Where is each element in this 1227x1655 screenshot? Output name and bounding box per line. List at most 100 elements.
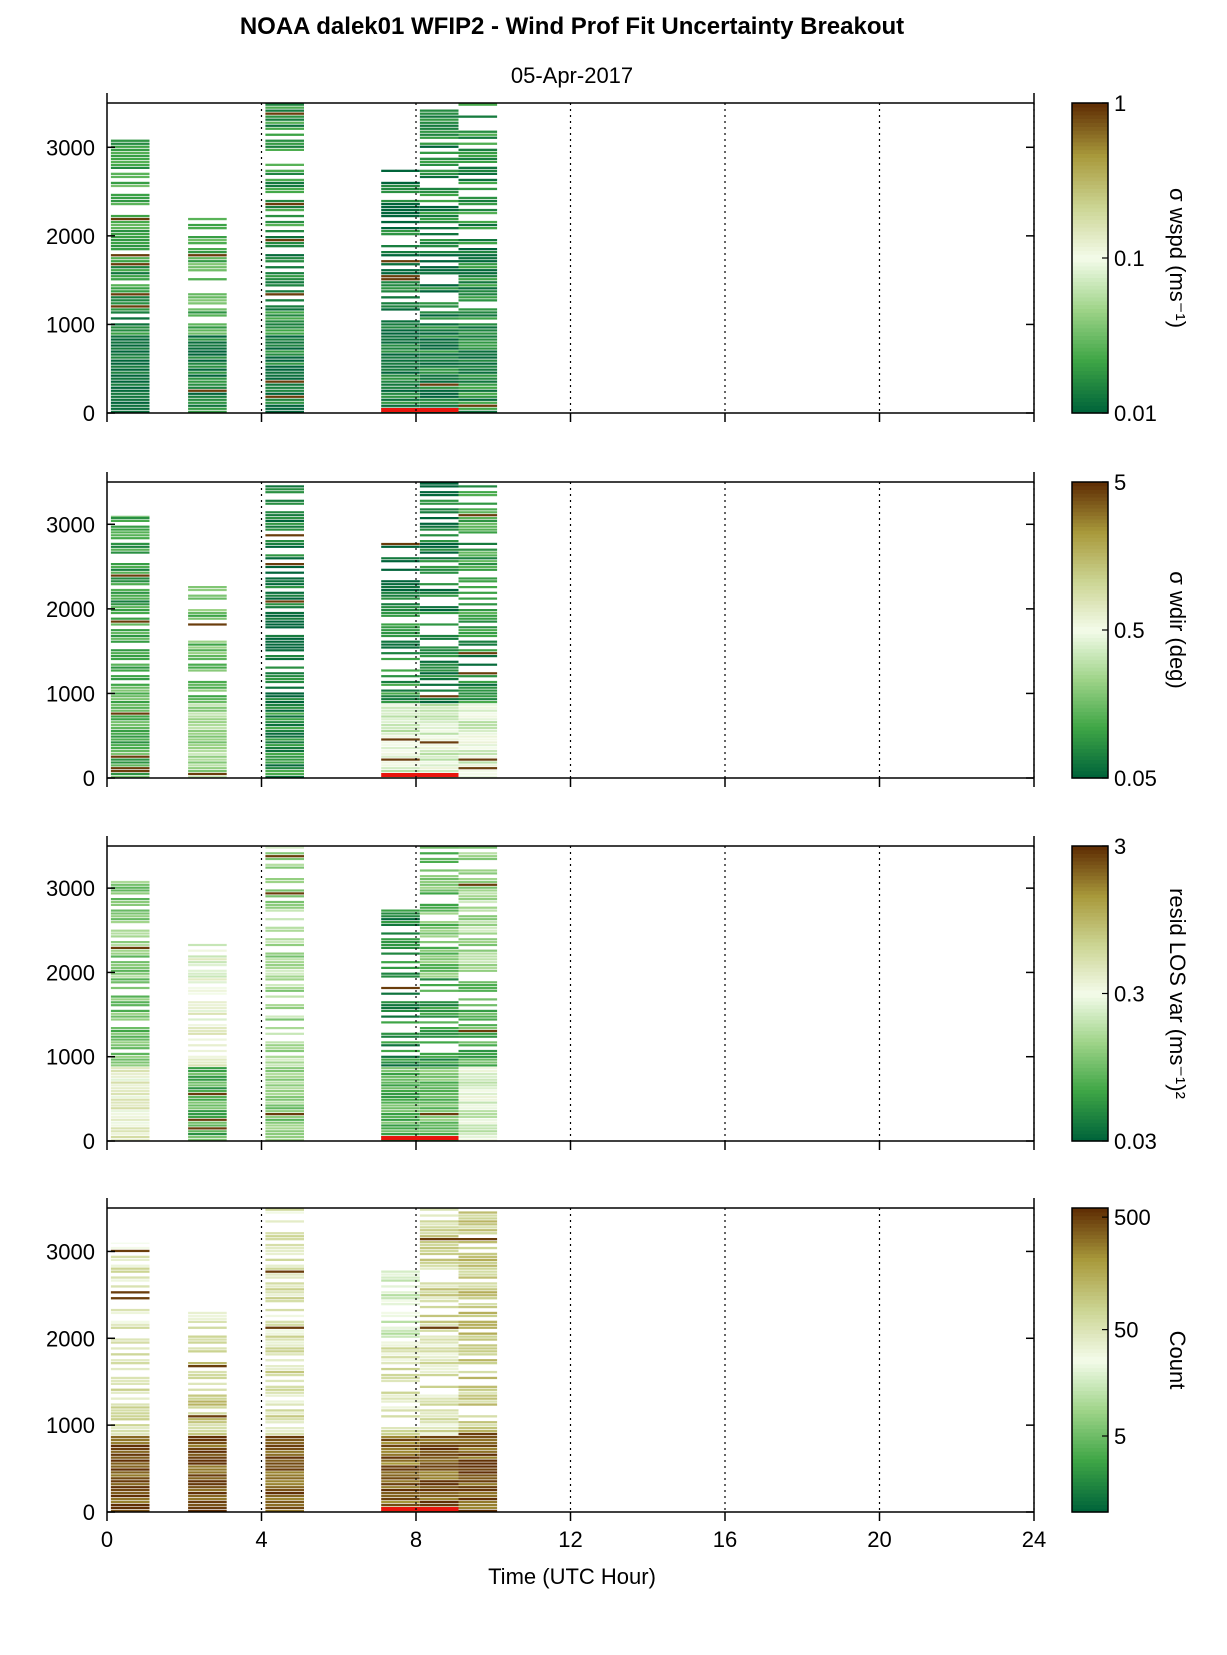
heatmap-cell [110,892,150,895]
heatmap-cell [458,1135,498,1139]
heatmap-cell [381,1084,420,1087]
heatmap-cell [265,1341,304,1344]
heatmap-cell [381,1098,420,1101]
heatmap-cell [265,1107,304,1110]
y-tick-label: 1000 [46,312,95,337]
colorbar-swatch [1072,541,1108,546]
heatmap-cell [381,245,420,248]
heatmap-cell [265,1113,304,1116]
heatmap-cell [265,620,304,623]
colorbar-swatch [1072,320,1108,325]
heatmap-cell [419,606,459,609]
heatmap-cell [110,921,150,924]
heatmap-cell [265,1332,304,1335]
colorbar-swatch [1072,530,1108,535]
heatmap-cell [265,712,304,715]
heatmap-cell [419,499,459,502]
heatmap-cell [381,703,420,707]
heatmap-cell [458,1427,498,1430]
heatmap-cell [110,1359,150,1362]
heatmap-cell [419,368,459,371]
heatmap-cell [188,242,227,245]
heatmap-cell [419,588,459,592]
heatmap-cell [110,1468,150,1471]
heatmap-cell [381,1035,420,1038]
heatmap-cell [265,703,304,707]
heatmap-cell [188,302,227,305]
heatmap-cell [419,511,459,514]
colorbar-swatch [1072,997,1108,1002]
heatmap-cell [381,1447,420,1450]
heatmap-cell [458,172,498,175]
heatmap-cell [458,1072,498,1076]
heatmap-cell [458,242,498,245]
colorbar-swatch [1072,397,1108,402]
heatmap-cell [265,389,304,392]
heatmap-cell [419,127,459,130]
heatmap-cell [419,1341,459,1344]
heatmap-cell [265,1409,304,1412]
heatmap-cell [458,511,498,514]
colorbar-swatch [1072,134,1108,139]
heatmap-cell [458,869,498,872]
heatmap-cell [381,961,420,964]
heatmap-cell [419,1035,459,1038]
heatmap-cell [265,485,304,488]
heatmap-cell [265,975,304,978]
heatmap-cell [381,683,420,686]
heatmap-cell [265,1430,304,1433]
heatmap-cell [458,1432,498,1436]
colorbar-swatch [1072,1280,1108,1285]
heatmap-cell [458,332,498,335]
heatmap-cell [458,1041,498,1044]
heatmap-cell [381,1072,420,1076]
heatmap-cell [188,955,227,958]
heatmap-cell [419,747,459,750]
heatmap-cell [419,1052,459,1055]
heatmap-cell [381,643,420,646]
heatmap-cell [188,758,227,761]
colorbar-swatch [1072,1276,1108,1281]
heatmap-cell [458,1297,498,1300]
heatmap-cell [458,208,498,212]
heatmap-cell [110,223,150,227]
y-tick-label: 3000 [46,135,95,160]
heatmap-cell [419,395,459,398]
heatmap-cell [419,1252,459,1256]
heatmap-cell [419,1409,459,1412]
colorbar-swatch [1072,648,1108,653]
heatmap-cell [188,1503,227,1507]
colorbar-swatch [1072,737,1108,742]
colorbar-swatch [1072,733,1108,738]
heatmap-cell [265,260,304,263]
heatmap-cell [188,236,227,239]
heatmap-cell [110,1430,150,1433]
heatmap-cell [188,1480,227,1483]
heatmap-cell [458,1276,498,1279]
heatmap-cell [265,1273,304,1276]
colorbar-swatch [1072,1390,1108,1395]
heatmap-cell [188,1509,227,1512]
heatmap-cell [265,955,304,958]
heatmap-cell [419,1027,459,1030]
heatmap-cell [110,955,150,958]
heatmap-cell [381,741,420,744]
heatmap-cell [381,356,420,359]
heatmap-cell [419,1130,459,1133]
heatmap-cell [265,163,304,166]
heatmap-cell [458,103,498,106]
data-block [419,1208,459,1512]
heatmap-cell [458,761,498,764]
heatmap-cell [188,1335,227,1338]
heatmap-cell [458,502,498,505]
heatmap-cell [419,941,459,944]
heatmap-cell [419,1226,459,1229]
heatmap-cell [110,296,150,299]
heatmap-cell [381,1486,420,1489]
heatmap-cell [110,519,150,522]
heatmap-cell [110,332,150,335]
heatmap-cell [381,1344,420,1347]
heatmap-cell [265,133,304,136]
heatmap-cell [188,1107,227,1110]
